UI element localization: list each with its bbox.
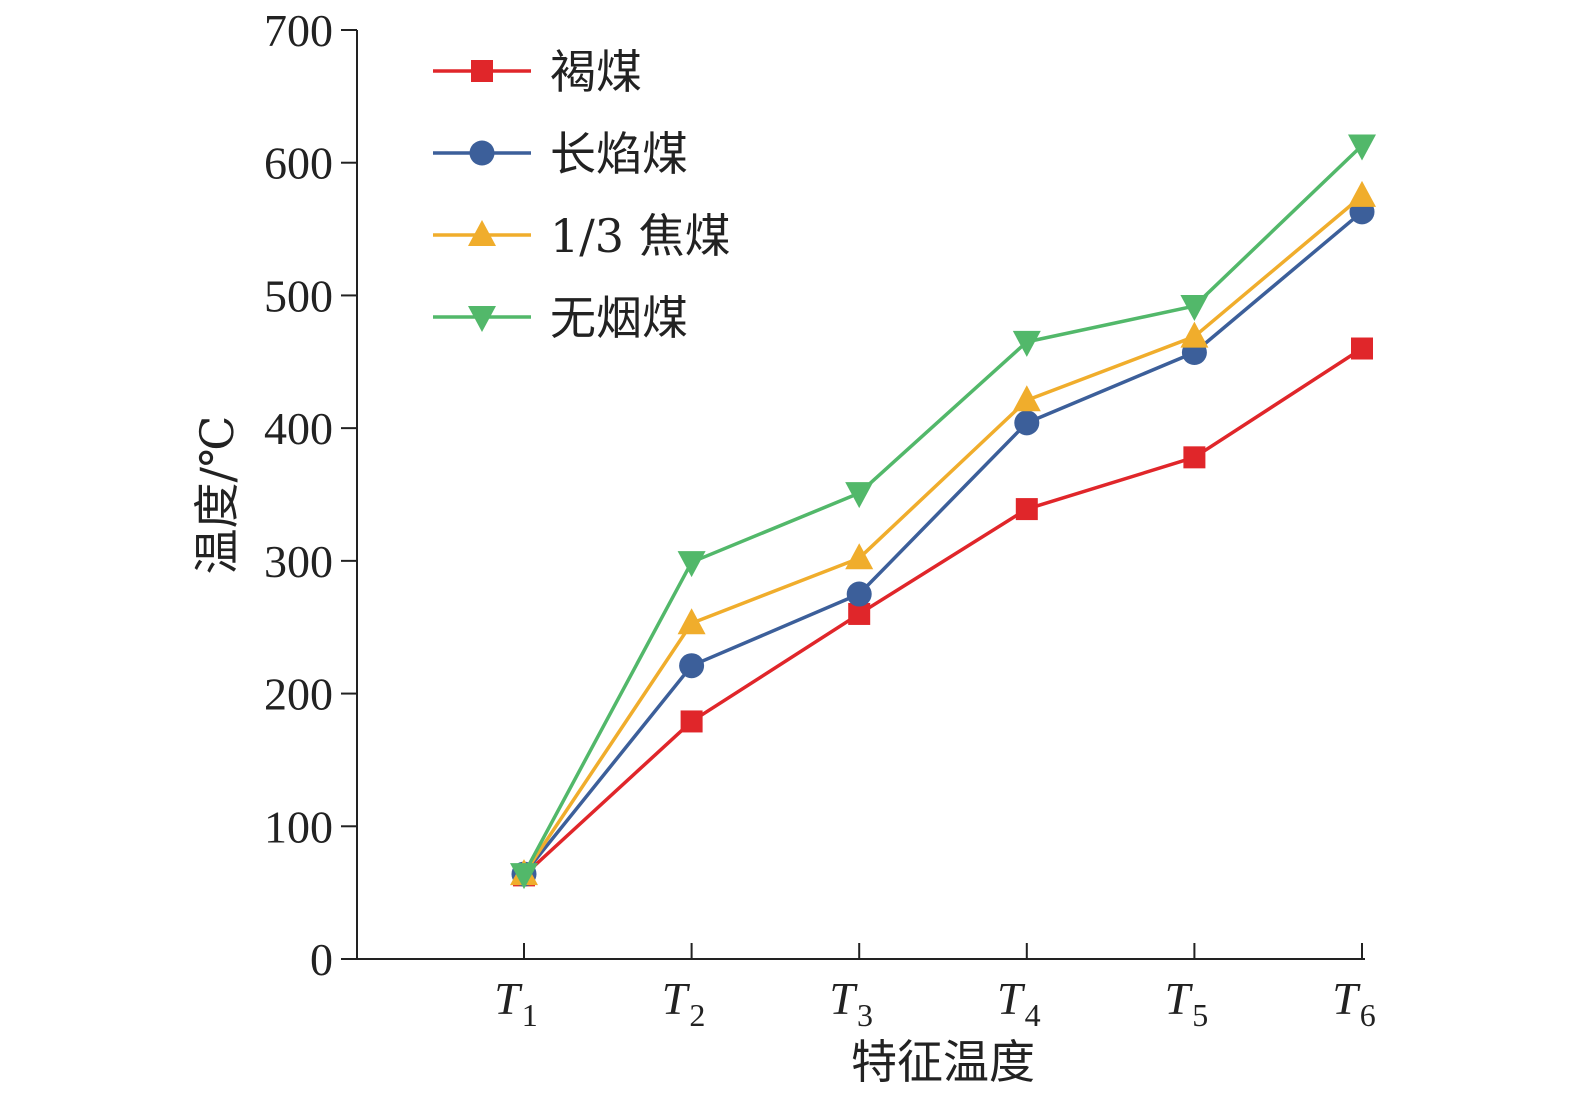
data-point <box>510 863 538 890</box>
x-tick-label: T3 <box>829 973 873 1033</box>
legend-item: 无烟煤 <box>433 291 688 345</box>
data-point <box>1012 385 1041 412</box>
x-tick-label: T6 <box>1332 973 1376 1033</box>
y-tick-label: 700 <box>264 5 333 56</box>
legend-marker <box>468 220 496 246</box>
data-point <box>1180 295 1209 322</box>
x-ticks: T1 T2 T3 T4 T5 T6 <box>494 943 1376 1033</box>
y-tick-label: 300 <box>264 536 333 587</box>
legend-item: 褐煤 <box>433 45 642 99</box>
legend-marker <box>468 306 496 332</box>
y-ticks: 0 100 200 300 400 500 600 700 <box>264 5 357 985</box>
data-point <box>1015 498 1038 521</box>
data-point <box>677 551 706 578</box>
legend-marker <box>471 60 493 82</box>
data-point <box>679 653 705 679</box>
legend-label: 1/3 焦煤 <box>550 209 731 263</box>
y-axis-label: 温度/℃ <box>190 416 244 575</box>
series-group <box>510 134 1376 890</box>
series-3 <box>510 180 1376 886</box>
data-point <box>1351 337 1373 360</box>
data-point <box>1180 321 1209 348</box>
series-line <box>522 347 1363 877</box>
data-point <box>1012 330 1041 357</box>
legend-label: 长焰煤 <box>550 127 688 181</box>
x-axis-label: 特征温度 <box>851 1035 1035 1089</box>
legend-label: 无烟煤 <box>550 291 688 345</box>
series-line <box>522 144 1364 875</box>
data-point <box>1183 446 1206 469</box>
y-tick-label: 600 <box>264 138 333 189</box>
data-point <box>846 581 872 607</box>
x-tick-label: T5 <box>1165 973 1209 1033</box>
legend-label: 褐煤 <box>550 45 642 99</box>
series-4 <box>510 134 1376 890</box>
data-point <box>677 608 706 635</box>
data-point <box>680 710 703 733</box>
x-tick-label: T2 <box>662 973 706 1033</box>
data-point <box>1348 134 1376 161</box>
data-point <box>845 543 874 570</box>
x-tick-label: T4 <box>997 973 1041 1033</box>
series-line <box>522 194 1364 876</box>
series-line <box>522 210 1364 876</box>
y-tick-label: 100 <box>264 801 333 852</box>
x-tick-label: T1 <box>494 973 538 1033</box>
legend-item: 1/3 焦煤 <box>433 209 731 263</box>
data-point <box>1014 410 1040 436</box>
legend-item: 长焰煤 <box>433 127 688 181</box>
data-point <box>1348 180 1376 207</box>
y-tick-label: 400 <box>264 403 333 454</box>
y-tick-label: 0 <box>310 934 333 985</box>
data-point <box>845 482 874 509</box>
legend-marker <box>469 140 495 166</box>
data-point <box>848 602 871 625</box>
y-tick-label: 200 <box>264 669 333 720</box>
y-tick-label: 500 <box>264 270 333 321</box>
